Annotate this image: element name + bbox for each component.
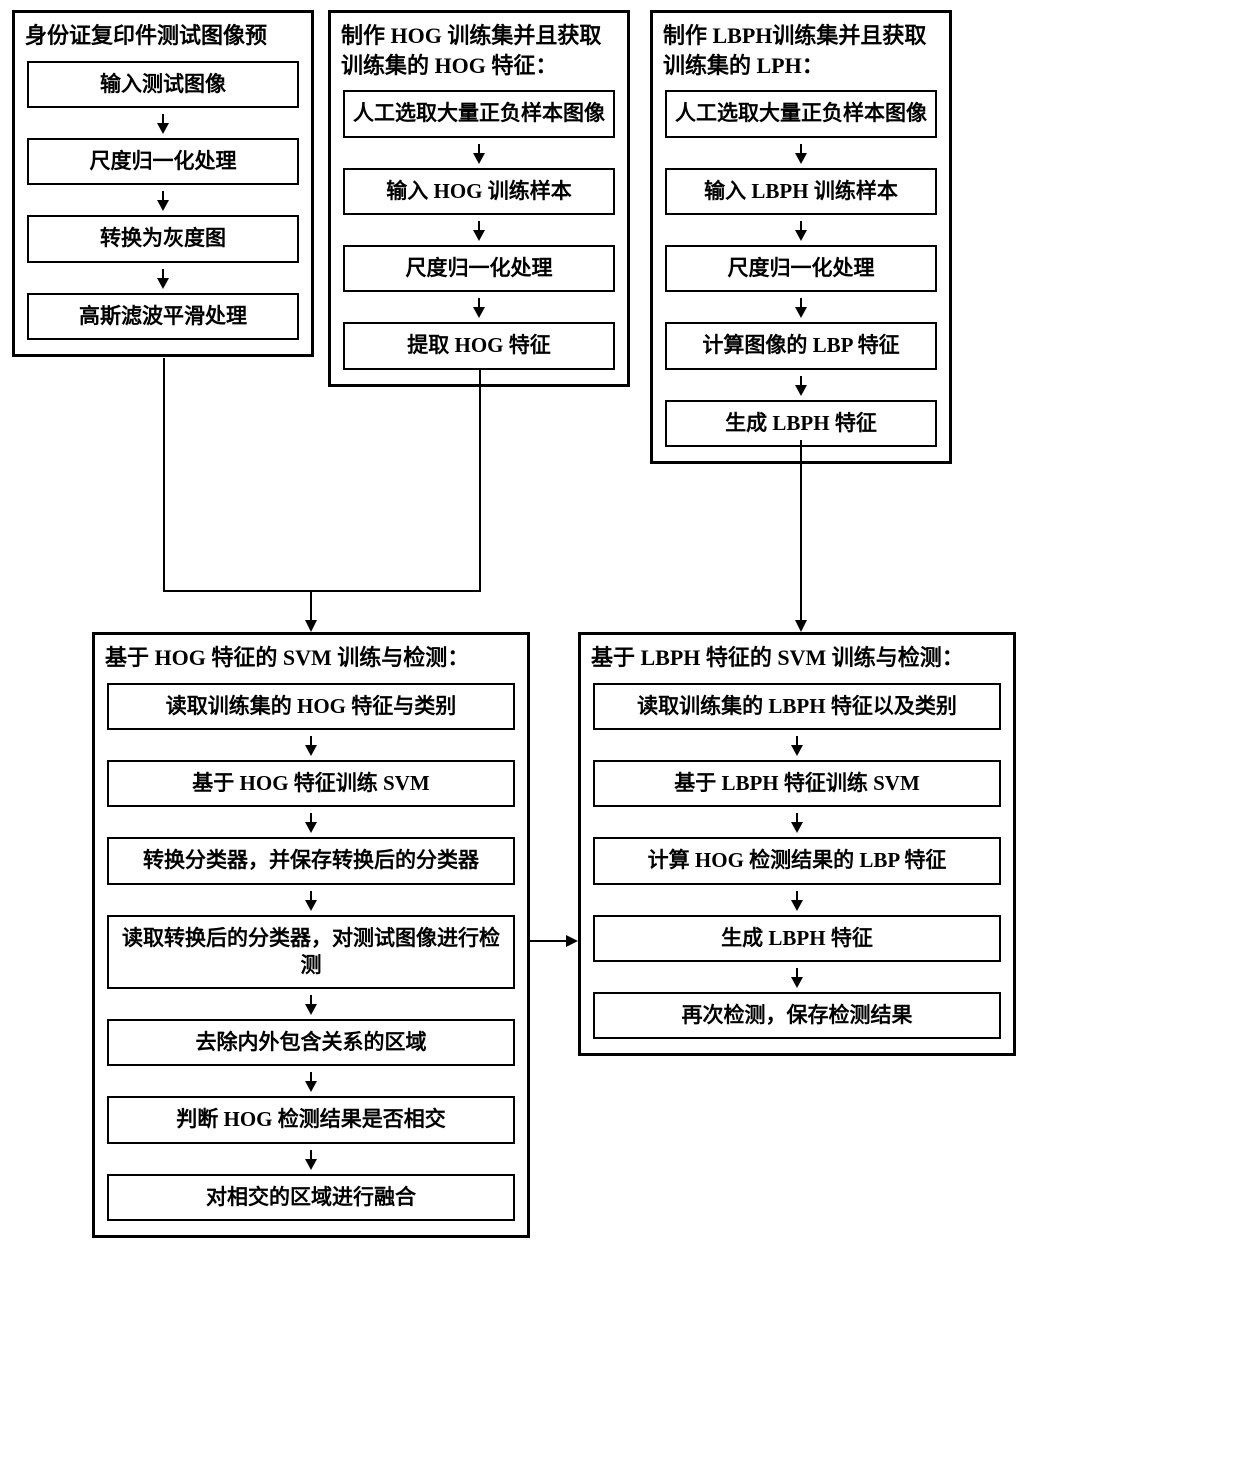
step: 高斯滤波平滑处理 <box>27 293 299 340</box>
step: 提取 HOG 特征 <box>343 322 615 369</box>
step: 转换分类器，并保存转换后的分类器 <box>107 837 515 884</box>
panel-title-preprocess: 身份证复印件测试图像预 <box>15 13 311 55</box>
arrow-down-icon <box>796 891 798 909</box>
step: 计算图像的 LBP 特征 <box>665 322 937 369</box>
step: 基于 HOG 特征训练 SVM <box>107 760 515 807</box>
step: 尺度归一化处理 <box>665 245 937 292</box>
step: 读取训练集的 LBPH 特征以及类别 <box>593 683 1001 730</box>
arrow-down-icon <box>310 813 312 831</box>
arrow-down-icon <box>310 736 312 754</box>
connector-lbphtrain-to-lbphsvm <box>800 440 802 630</box>
arrow-down-icon <box>310 1072 312 1090</box>
arrow-down-icon <box>310 995 312 1013</box>
step: 输入 LBPH 训练样本 <box>665 168 937 215</box>
arrow-down-icon <box>800 144 802 162</box>
step: 再次检测，保存检测结果 <box>593 992 1001 1039</box>
panel-title-hog-svm: 基于 HOG 特征的 SVM 训练与检测： <box>95 635 527 677</box>
step: 输入测试图像 <box>27 61 299 108</box>
step: 生成 LBPH 特征 <box>593 915 1001 962</box>
connector-merge-h <box>163 590 481 592</box>
step: 基于 LBPH 特征训练 SVM <box>593 760 1001 807</box>
arrow-down-icon <box>478 221 480 239</box>
arrow-down-icon <box>796 813 798 831</box>
step: 输入 HOG 训练样本 <box>343 168 615 215</box>
arrow-down-icon <box>310 891 312 909</box>
panel-hog-svm: 基于 HOG 特征的 SVM 训练与检测： 读取训练集的 HOG 特征与类别 基… <box>92 632 530 1238</box>
panel-lbph-svm: 基于 LBPH 特征的 SVM 训练与检测： 读取训练集的 LBPH 特征以及类… <box>578 632 1016 1056</box>
step: 人工选取大量正负样本图像 <box>343 90 615 137</box>
arrow-down-icon <box>800 298 802 316</box>
arrow-down-icon <box>162 114 164 132</box>
connector-hogtrain-to-hogsvm-v1 <box>479 368 481 590</box>
step: 对相交的区域进行融合 <box>107 1174 515 1221</box>
arrow-down-icon <box>796 968 798 986</box>
panel-hog-train: 制作 HOG 训练集并且获取训练集的 HOG 特征： 人工选取大量正负样本图像 … <box>328 10 630 387</box>
step: 去除内外包含关系的区域 <box>107 1019 515 1066</box>
arrow-down-icon <box>478 298 480 316</box>
step: 转换为灰度图 <box>27 215 299 262</box>
step: 尺度归一化处理 <box>343 245 615 292</box>
connector-hogsvm-to-lbphsvm <box>530 940 576 942</box>
arrow-down-icon <box>162 191 164 209</box>
connector-merge-to-hogsvm <box>310 590 312 630</box>
step: 尺度归一化处理 <box>27 138 299 185</box>
arrow-down-icon <box>162 269 164 287</box>
panel-title-hog-train: 制作 HOG 训练集并且获取训练集的 HOG 特征： <box>331 13 627 84</box>
step: 读取转换后的分类器，对测试图像进行检测 <box>107 915 515 990</box>
arrow-down-icon <box>796 736 798 754</box>
panel-title-lbph-train: 制作 LBPH训练集并且获取训练集的 LPH： <box>653 13 949 84</box>
step: 人工选取大量正负样本图像 <box>665 90 937 137</box>
arrow-down-icon <box>800 376 802 394</box>
arrow-down-icon <box>800 221 802 239</box>
arrow-down-icon <box>310 1150 312 1168</box>
panel-lbph-train: 制作 LBPH训练集并且获取训练集的 LPH： 人工选取大量正负样本图像 输入 … <box>650 10 952 464</box>
connector-pre-to-hogsvm-v1 <box>163 358 165 590</box>
panel-title-lbph-svm: 基于 LBPH 特征的 SVM 训练与检测： <box>581 635 1013 677</box>
panel-preprocess: 身份证复印件测试图像预 输入测试图像 尺度归一化处理 转换为灰度图 高斯滤波平滑… <box>12 10 314 357</box>
step: 判断 HOG 检测结果是否相交 <box>107 1096 515 1143</box>
step: 读取训练集的 HOG 特征与类别 <box>107 683 515 730</box>
arrow-down-icon <box>478 144 480 162</box>
step: 计算 HOG 检测结果的 LBP 特征 <box>593 837 1001 884</box>
